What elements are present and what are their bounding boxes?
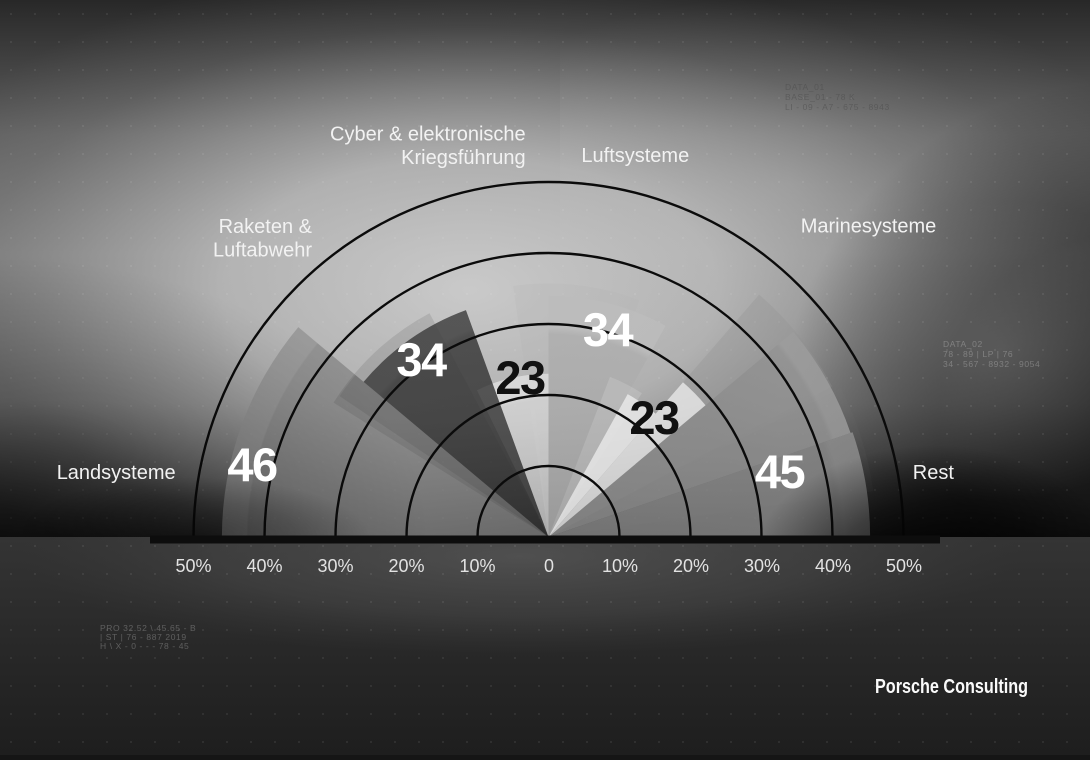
svg-text:BASE_01 - 78 K: BASE_01 - 78 K xyxy=(785,92,855,102)
svg-text:Porsche Consulting: Porsche Consulting xyxy=(875,676,1028,698)
svg-text:34 - 567 - 8932 - 9054: 34 - 567 - 8932 - 9054 xyxy=(943,359,1040,369)
svg-text:Landsysteme: Landsysteme xyxy=(57,462,176,484)
svg-text:DATA_02: DATA_02 xyxy=(943,339,983,349)
svg-text:H \ X - 0 - - - 78 - 45: H \ X - 0 - - - 78 - 45 xyxy=(100,641,189,651)
svg-text:78 - 89 | LP | 76: 78 - 89 | LP | 76 xyxy=(943,349,1013,359)
svg-text:50%: 50% xyxy=(175,556,211,576)
svg-text:DATA_01: DATA_01 xyxy=(785,82,825,92)
svg-text:Cyber & elektronische: Cyber & elektronische xyxy=(330,124,526,146)
svg-text:30%: 30% xyxy=(317,556,353,576)
svg-text:50%: 50% xyxy=(886,556,922,576)
svg-text:Rest: Rest xyxy=(913,462,955,484)
svg-text:| ST | 76 - 887 2019: | ST | 76 - 887 2019 xyxy=(100,632,187,642)
svg-text:46: 46 xyxy=(227,438,277,491)
svg-text:Raketen &: Raketen & xyxy=(219,216,313,238)
svg-text:45: 45 xyxy=(755,445,805,498)
svg-text:Kriegsführung: Kriegsführung xyxy=(401,147,526,169)
svg-text:10%: 10% xyxy=(459,556,495,576)
svg-text:20%: 20% xyxy=(673,556,709,576)
svg-text:Luftabwehr: Luftabwehr xyxy=(213,240,312,262)
svg-text:20%: 20% xyxy=(388,556,424,576)
svg-text:34: 34 xyxy=(583,303,634,356)
svg-text:Luftsysteme: Luftsysteme xyxy=(581,145,689,167)
svg-text:LI - 09 - A7 - 675 - 8943: LI - 09 - A7 - 675 - 8943 xyxy=(785,102,890,112)
svg-text:0: 0 xyxy=(544,556,554,576)
svg-text:40%: 40% xyxy=(815,556,851,576)
svg-text:Marinesysteme: Marinesysteme xyxy=(801,216,937,238)
svg-text:23: 23 xyxy=(495,351,545,404)
svg-text:10%: 10% xyxy=(602,556,638,576)
svg-text:PRO 32.52 \ 45.65 - B: PRO 32.52 \ 45.65 - B xyxy=(100,623,196,633)
svg-text:34: 34 xyxy=(396,333,447,386)
svg-text:30%: 30% xyxy=(744,556,780,576)
svg-text:23: 23 xyxy=(629,391,679,444)
svg-text:40%: 40% xyxy=(246,556,282,576)
